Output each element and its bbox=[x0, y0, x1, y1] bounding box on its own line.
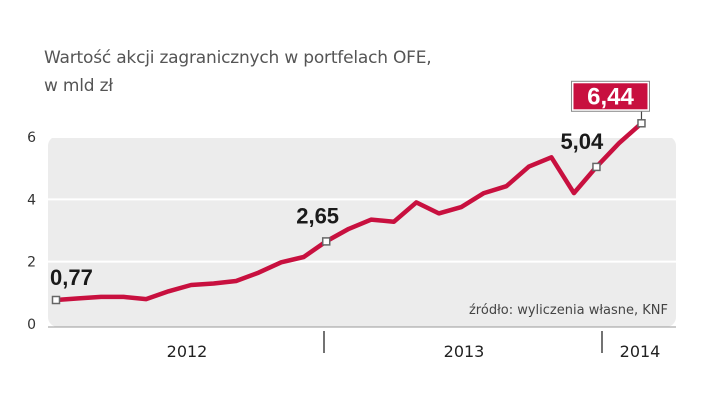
data-label-highlight: 6,44 bbox=[587, 83, 634, 110]
x-tick-label: 2014 bbox=[620, 342, 661, 361]
y-tick-label: 2 bbox=[27, 255, 36, 271]
callout-box bbox=[573, 83, 648, 110]
data-label: 2,65 bbox=[296, 203, 339, 228]
x-tick-label: 2013 bbox=[444, 342, 485, 361]
y-tick-label: 6 bbox=[27, 130, 36, 146]
source-note: źródło: wyliczenia własne, KNF bbox=[469, 303, 668, 318]
y-tick-label: 0 bbox=[27, 317, 36, 333]
x-axis: 2012 2013 2014 bbox=[48, 326, 676, 361]
data-point-marker bbox=[51, 295, 61, 305]
data-point-marker bbox=[637, 119, 646, 128]
chart-subtitle: w mld zł bbox=[44, 76, 113, 96]
chart-title: Wartość akcji zagranicznych w portfelach… bbox=[44, 48, 432, 68]
data-label: 5,04 bbox=[560, 129, 604, 154]
y-axis-ticks: 0 2 4 6 bbox=[27, 130, 36, 333]
series-line-path bbox=[53, 121, 644, 303]
data-point-marker bbox=[592, 162, 601, 172]
x-tick-label: 2012 bbox=[167, 342, 208, 361]
y-tick-label: 4 bbox=[27, 192, 36, 208]
data-label: 0,77 bbox=[50, 265, 93, 290]
data-labels: 0,77 2,65 5,04 6,44 bbox=[50, 80, 650, 305]
plot-background bbox=[48, 136, 676, 327]
gridlines bbox=[48, 136, 676, 263]
series-line bbox=[53, 121, 644, 303]
data-point-marker bbox=[321, 237, 331, 246]
